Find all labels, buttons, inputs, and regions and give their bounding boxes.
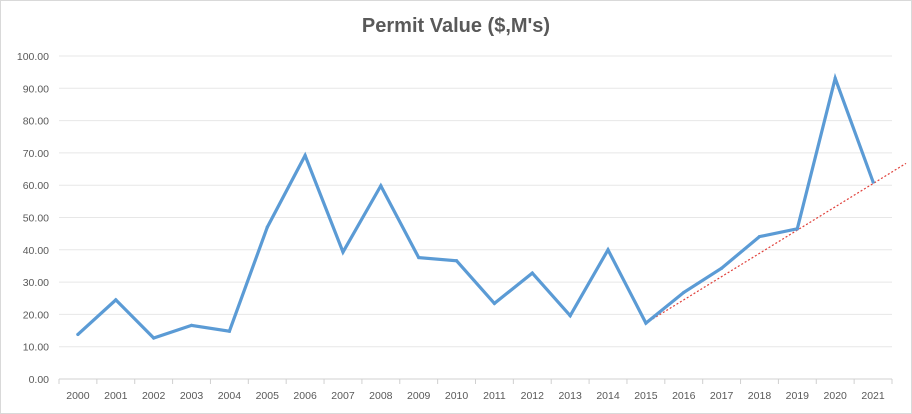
y-tick-label: 20.00 bbox=[23, 309, 49, 321]
x-tick-label: 2005 bbox=[256, 390, 280, 402]
data-point bbox=[265, 225, 269, 229]
x-tick-label: 2011 bbox=[483, 390, 506, 402]
y-tick-label: 40.00 bbox=[23, 245, 49, 257]
grid-lines bbox=[59, 55, 892, 348]
x-tick-label: 2015 bbox=[634, 390, 658, 402]
trendline-layer bbox=[645, 162, 907, 324]
axes bbox=[58, 378, 893, 384]
data-point bbox=[114, 298, 118, 302]
data-point bbox=[720, 266, 724, 270]
x-tick-label: 2018 bbox=[748, 390, 772, 402]
x-tick-label: 2006 bbox=[293, 390, 317, 402]
data-point bbox=[530, 271, 534, 275]
tick-labels: 0.00 10.00 20.00 30.00 40.00 50.00 60.00 70.00 8… bbox=[17, 51, 885, 402]
x-tick-label: 2002 bbox=[142, 390, 166, 402]
data-point bbox=[795, 227, 799, 231]
data-point bbox=[303, 153, 307, 158]
x-tick-label: 2003 bbox=[180, 390, 204, 402]
x-tick-label: 2008 bbox=[369, 390, 393, 402]
data-point bbox=[152, 336, 156, 340]
y-tick-label: 100.00 bbox=[17, 51, 49, 63]
series-layer bbox=[76, 72, 875, 340]
data-point bbox=[606, 248, 610, 252]
y-tick-label: 80.00 bbox=[23, 116, 49, 128]
data-point bbox=[492, 301, 497, 306]
x-tick-label: 2010 bbox=[445, 390, 469, 402]
x-tick-label: 2012 bbox=[521, 390, 545, 402]
y-tick-label: 60.00 bbox=[23, 180, 49, 192]
data-point bbox=[682, 290, 686, 295]
x-tick-label: 2009 bbox=[407, 390, 431, 402]
x-tick-label: 2014 bbox=[596, 390, 620, 402]
data-point bbox=[454, 259, 459, 263]
data-point bbox=[833, 76, 837, 80]
chart-title: Permit Value ($,M's) bbox=[361, 15, 551, 37]
data-point bbox=[568, 314, 572, 318]
data-point bbox=[757, 234, 762, 239]
data-point bbox=[379, 184, 383, 188]
data-point bbox=[76, 332, 80, 337]
x-tick-label: 2001 bbox=[104, 390, 128, 402]
data-point bbox=[227, 329, 231, 333]
data-point bbox=[644, 321, 648, 325]
data-point bbox=[189, 323, 194, 327]
data-point bbox=[417, 255, 421, 260]
x-tick-label: 2007 bbox=[331, 390, 355, 402]
y-tick-label: 90.00 bbox=[23, 83, 49, 95]
x-tick-label: 2016 bbox=[672, 390, 696, 402]
trendline bbox=[645, 162, 907, 324]
y-tick-label: 0.00 bbox=[29, 374, 50, 386]
y-tick-label: 10.00 bbox=[23, 342, 49, 354]
x-tick-label: 2000 bbox=[66, 390, 90, 402]
y-tick-label: 70.00 bbox=[23, 148, 49, 160]
y-tick-label: 30.00 bbox=[23, 277, 49, 289]
data-point bbox=[871, 180, 875, 184]
x-tick-label: 2004 bbox=[218, 390, 242, 402]
x-tick-label: 2020 bbox=[824, 390, 848, 402]
series-line bbox=[76, 72, 875, 340]
x-tick-label: 2013 bbox=[558, 390, 582, 402]
data-point bbox=[341, 250, 345, 254]
x-tick-label: 2019 bbox=[786, 390, 810, 402]
y-tick-label: 50.00 bbox=[23, 213, 49, 225]
x-tick-label: 2017 bbox=[710, 390, 734, 402]
x-tick-label: 2021 bbox=[861, 390, 885, 402]
